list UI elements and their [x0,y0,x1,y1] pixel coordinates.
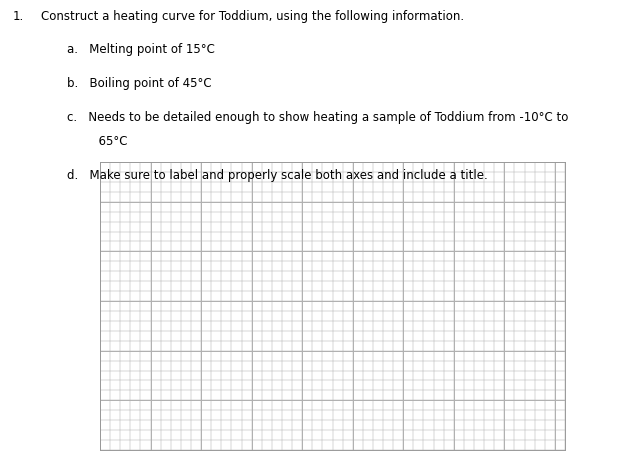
Text: d.   Make sure to label and properly scale both axes and include a title.: d. Make sure to label and properly scale… [67,169,488,182]
Text: a.   Melting point of 15°C: a. Melting point of 15°C [67,43,214,56]
Text: Construct a heating curve for Toddium, using the following information.: Construct a heating curve for Toddium, u… [41,10,464,23]
Text: 1.: 1. [13,10,24,23]
Text: b.   Boiling point of 45°C: b. Boiling point of 45°C [67,77,211,91]
Text: 65°C: 65°C [76,135,127,148]
Text: c.   Needs to be detailed enough to show heating a sample of Toddium from -10°C : c. Needs to be detailed enough to show h… [67,111,568,125]
